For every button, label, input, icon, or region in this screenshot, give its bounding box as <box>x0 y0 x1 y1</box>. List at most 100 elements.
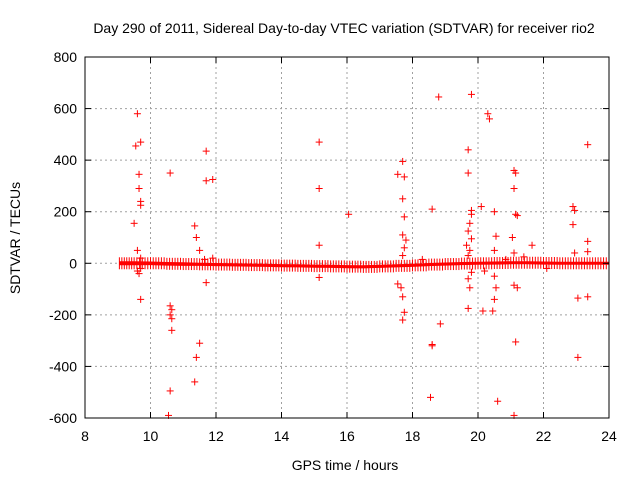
data-point <box>463 241 471 249</box>
data-point <box>464 227 472 235</box>
data-point <box>168 326 176 334</box>
x-tick-label: 22 <box>536 428 552 444</box>
data-point <box>584 237 592 245</box>
data-point <box>489 307 497 315</box>
data-point <box>436 320 444 328</box>
y-tick-label: 600 <box>54 101 78 117</box>
data-band <box>118 256 610 273</box>
data-point <box>191 222 199 230</box>
data-point <box>574 353 582 361</box>
y-axis-label: SDTVAR / TECUs <box>7 182 23 294</box>
data-point <box>315 138 323 146</box>
y-tick-label: 800 <box>54 49 78 65</box>
data-point <box>133 246 141 254</box>
data-point <box>400 308 408 316</box>
data-point <box>543 264 551 272</box>
y-tick-label: -600 <box>49 410 77 426</box>
data-point <box>571 249 579 257</box>
data-point <box>400 213 408 221</box>
data-point <box>166 302 174 310</box>
data-point <box>202 147 210 155</box>
data-point <box>315 241 323 249</box>
x-tick-label: 20 <box>470 428 486 444</box>
data-point <box>464 252 472 260</box>
data-point <box>133 110 141 118</box>
data-point <box>494 397 502 405</box>
data-point <box>512 169 520 177</box>
x-tick-label: 14 <box>274 428 290 444</box>
data-point <box>399 293 407 301</box>
data-point <box>137 295 145 303</box>
data-point <box>168 306 176 314</box>
data-point <box>394 170 402 178</box>
data-point <box>137 201 145 209</box>
data-point <box>315 273 323 281</box>
data-point <box>467 210 475 218</box>
y-tick-label: -200 <box>49 307 77 323</box>
y-tick-label: 400 <box>54 152 78 168</box>
data-point <box>490 246 498 254</box>
y-tick-label: -400 <box>49 358 77 374</box>
data-point <box>571 206 579 214</box>
data-point <box>477 203 485 211</box>
data-point <box>435 93 443 101</box>
data-point <box>502 255 510 263</box>
data-point <box>528 241 536 249</box>
x-tick-label: 24 <box>601 428 617 444</box>
data-point <box>479 307 487 315</box>
data-point <box>399 252 407 260</box>
data-point <box>584 293 592 301</box>
data-point <box>399 316 407 324</box>
data-point <box>192 234 200 241</box>
x-tick-label: 10 <box>143 428 159 444</box>
data-point <box>130 219 138 227</box>
data-point <box>418 255 426 263</box>
data-point <box>490 272 498 280</box>
data-point <box>490 295 498 303</box>
data-point <box>397 284 405 292</box>
data-point <box>464 275 472 283</box>
data-point <box>196 339 204 347</box>
data-point <box>137 254 145 262</box>
data-point <box>508 234 516 241</box>
data-point <box>484 110 492 118</box>
data-point <box>584 141 592 149</box>
data-point <box>400 173 408 181</box>
data-point <box>584 248 592 256</box>
plot-frame <box>84 56 610 419</box>
data-point <box>492 284 500 292</box>
y-tick-label: 0 <box>69 255 77 271</box>
x-tick-label: 8 <box>81 428 89 444</box>
data-point <box>135 185 143 193</box>
data-point <box>399 157 407 165</box>
data-point <box>394 280 402 288</box>
x-tick-label: 18 <box>405 428 421 444</box>
data-point <box>513 284 521 292</box>
data-point <box>574 294 582 302</box>
data-point <box>512 210 520 218</box>
data-point <box>202 177 210 185</box>
chart-title: Day 290 of 2011, Sidereal Day-to-day VTE… <box>93 20 595 36</box>
data-point <box>209 175 217 183</box>
data-point <box>315 185 323 193</box>
data-point <box>399 231 407 239</box>
data-point <box>464 304 472 312</box>
data-point <box>428 205 436 213</box>
x-tick-label: 16 <box>339 428 355 444</box>
data-point <box>466 219 474 227</box>
data-point <box>481 267 489 275</box>
data-point <box>166 169 174 177</box>
data-point <box>137 138 145 146</box>
data-point <box>464 169 472 177</box>
data-point <box>510 185 518 193</box>
data-point <box>196 246 204 254</box>
data-point <box>467 90 475 98</box>
data-point <box>485 115 493 123</box>
data-point <box>492 232 500 240</box>
data-point <box>192 353 200 361</box>
data-point <box>345 210 353 218</box>
data-point <box>209 254 217 262</box>
x-axis-label: GPS time / hours <box>292 457 399 473</box>
data-point <box>132 142 140 150</box>
